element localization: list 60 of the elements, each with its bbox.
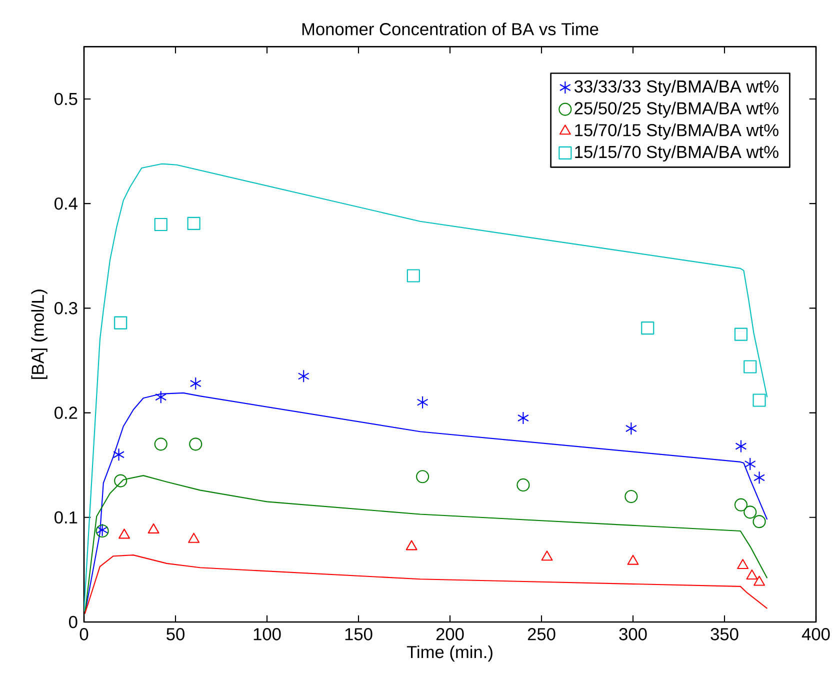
y-axis-title: [BA] (mol/L) [31, 290, 48, 379]
point [744, 360, 757, 374]
point [752, 394, 766, 407]
y-tick-label: 0.4 [54, 197, 78, 210]
point [416, 470, 430, 484]
legend-label: 15/70/15 Sty/BMA/BA wt% [575, 124, 778, 140]
point [752, 515, 766, 528]
legend-label: 25/50/25 Sty/BMA/BA wt% [574, 102, 778, 118]
point [625, 422, 637, 436]
point [113, 448, 125, 462]
point [187, 216, 200, 230]
point [189, 438, 202, 451]
point [114, 474, 128, 488]
point [114, 316, 128, 330]
point [754, 576, 765, 586]
y-tick-label: 0.3 [54, 302, 78, 314]
point [746, 569, 758, 580]
legend-label: 15/15/70 Sty/BMA/BA wt% [575, 145, 778, 162]
point [154, 218, 168, 232]
x-tick-label: 50 [166, 628, 184, 640]
line-series [84, 475, 768, 614]
x-tick-label: 100 [254, 628, 281, 640]
point [188, 532, 200, 543]
point [190, 376, 202, 390]
point [148, 523, 160, 534]
point [624, 490, 638, 504]
point [627, 554, 639, 565]
x-axis-title: Time (min.) [406, 645, 492, 662]
point [735, 440, 747, 453]
y-tick-label: 0 [68, 616, 78, 628]
y-tick-label: 0.5 [54, 92, 78, 106]
x-tick-label: 400 [802, 628, 830, 640]
point [734, 328, 748, 341]
point [744, 506, 757, 519]
x-tick-label: 250 [528, 628, 556, 640]
x-tick-label: 350 [710, 628, 738, 640]
point [516, 478, 530, 492]
point [541, 550, 553, 561]
point [737, 558, 749, 570]
line-series [84, 554, 768, 614]
point [754, 471, 765, 484]
legend-label: 33/33/33 Sty/BMA/BA wt% [574, 80, 778, 96]
x-tick-label: 150 [345, 628, 372, 640]
y-tick-label: 0.1 [54, 511, 78, 524]
point [406, 540, 418, 550]
point [154, 438, 168, 451]
point [118, 528, 130, 539]
point [155, 390, 167, 404]
x-tick-label: 300 [619, 628, 647, 640]
point [744, 458, 756, 471]
y-tick-label: 0.2 [54, 406, 78, 419]
point [406, 269, 420, 282]
x-tick-label: 0 [80, 628, 88, 640]
chart-title: Monomer Concentration of BA vs Time [302, 22, 598, 36]
point [416, 396, 428, 409]
point [734, 498, 748, 512]
point [517, 411, 529, 425]
x-tick-label: 200 [436, 628, 464, 640]
point [641, 322, 654, 335]
point [298, 370, 310, 383]
